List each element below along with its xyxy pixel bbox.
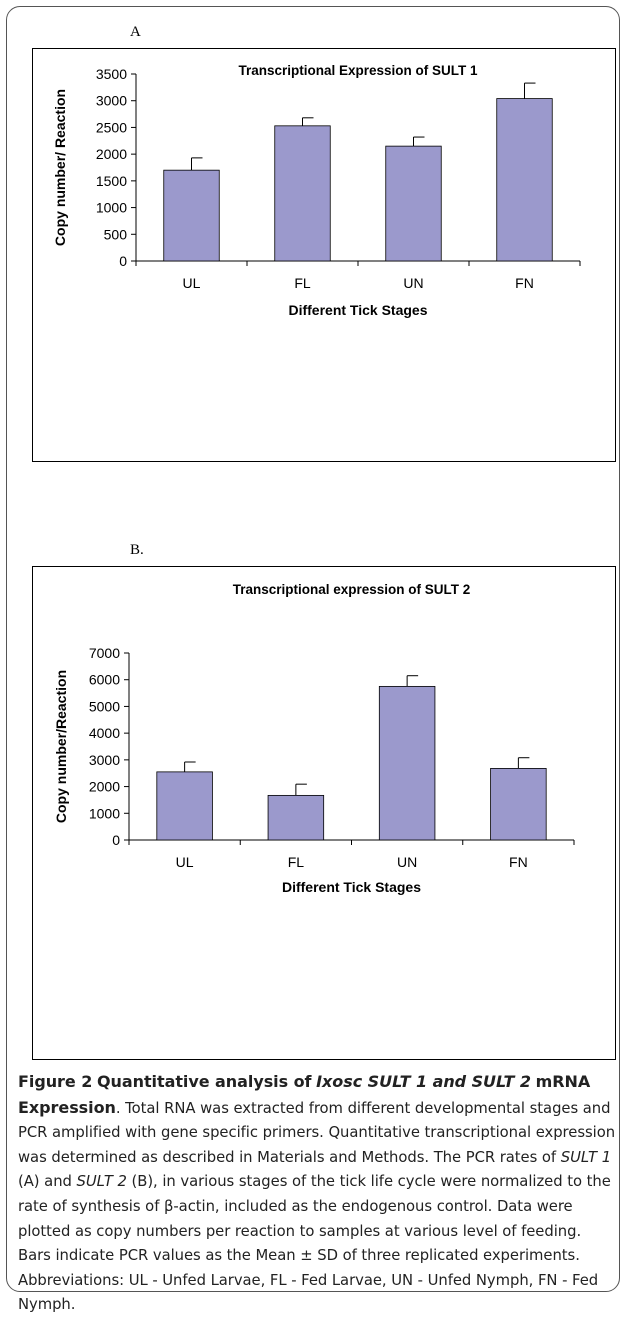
chart-b-bar-UN <box>378 685 436 841</box>
chart-a-title: Transcriptional Expression of SULT 1 <box>238 63 478 78</box>
chart-a-bar-FN <box>496 98 553 262</box>
chart-a-x-tick-label-UN: UN <box>403 275 423 291</box>
chart-b-x-tick-label-UL: UL <box>176 854 194 870</box>
caption-text-3: (B), in various stages of the tick life … <box>18 1173 611 1314</box>
chart-a-y-tick-label: 2500 <box>96 119 127 135</box>
chart-a-y-axis-title: Copy number/ Reaction <box>52 89 68 246</box>
chart-a-x-tick-label-UL: UL <box>183 275 201 291</box>
caption-title-pre: Quantitative analysis of <box>96 1072 312 1091</box>
chart-b-x-tick-label-FL: FL <box>288 854 305 870</box>
chart-panel-b: Transcriptional expression of SULT 2 0 100… <box>32 566 616 1060</box>
chart-a-y-tick-label: 1500 <box>96 173 127 189</box>
panel-label-b: B. <box>130 542 144 558</box>
chart-b-bar-UL <box>156 771 213 841</box>
caption-title-italic: Ixosc SULT 1 and SULT 2 <box>316 1072 531 1091</box>
chart-b-title: Transcriptional expression of SULT 2 <box>233 582 471 597</box>
chart-b-y-tick-label: 7000 <box>89 645 120 661</box>
chart-b-y-tick-label: 3000 <box>89 752 120 768</box>
chart-a-y-tick-label: 3000 <box>96 93 127 109</box>
caption-gene-1: SULT 1 <box>560 1148 612 1166</box>
caption-text-2: (A) and <box>18 1173 72 1191</box>
panel-label-a: A <box>130 24 141 40</box>
chart-a-y-tick-label: 500 <box>104 226 128 242</box>
chart-b-svg: Transcriptional expression of SULT 2 0 100… <box>53 582 575 895</box>
chart-a-bar-UN <box>385 145 442 262</box>
chart-b-x-axis-title: Different Tick Stages <box>282 879 421 895</box>
chart-panel-a: Transcriptional Expression of SULT 1 0 500… <box>32 48 616 462</box>
chart-b-y-axis-title: Copy number/Reaction <box>53 670 69 823</box>
chart-b-x-tick-label-FN: FN <box>509 854 528 870</box>
figure-frame <box>6 6 620 1292</box>
chart-a-x-tick-label-FL: FL <box>294 275 311 291</box>
chart-a-y-tick-label: 2000 <box>96 146 127 162</box>
caption-figure-label: Figure 2 <box>18 1072 93 1091</box>
caption-title-post: mRNA Expression <box>18 1072 591 1117</box>
chart-b-bar-FN <box>490 768 547 841</box>
chart-a-y-tick-label: 1000 <box>96 200 127 216</box>
caption-text-1: . Total RNA was extracted from different… <box>18 1099 616 1166</box>
chart-a-x-axis-title: Different Tick Stages <box>288 302 427 318</box>
chart-b-bar-FL <box>267 794 325 841</box>
chart-b-x-tick-label-UN: UN <box>397 854 417 870</box>
chart-b-y-tick-label: 5000 <box>89 698 120 714</box>
chart-a-y-tick-label: 0 <box>119 253 127 269</box>
chart-a-x-tick-label-FN: FN <box>515 275 534 291</box>
chart-a-y-tick-label: 3500 <box>96 66 127 82</box>
chart-b-y-tick-label: 0 <box>112 832 120 848</box>
chart-a-bar-UL <box>163 169 220 262</box>
chart-b-y-tick-label: 2000 <box>89 779 120 795</box>
chart-a-bar-FL <box>274 125 331 262</box>
chart-a-svg: Transcriptional Expression of SULT 1 0 500… <box>52 63 581 318</box>
chart-b-y-tick-label: 1000 <box>89 805 120 821</box>
caption-gene-2: SULT 2 <box>76 1173 127 1191</box>
chart-b-y-tick-label: 6000 <box>89 672 120 688</box>
chart-b-y-tick-label: 4000 <box>89 725 120 741</box>
figure-caption: Figure 2 Quantitative analysis of Ixosc … <box>18 1070 616 1318</box>
